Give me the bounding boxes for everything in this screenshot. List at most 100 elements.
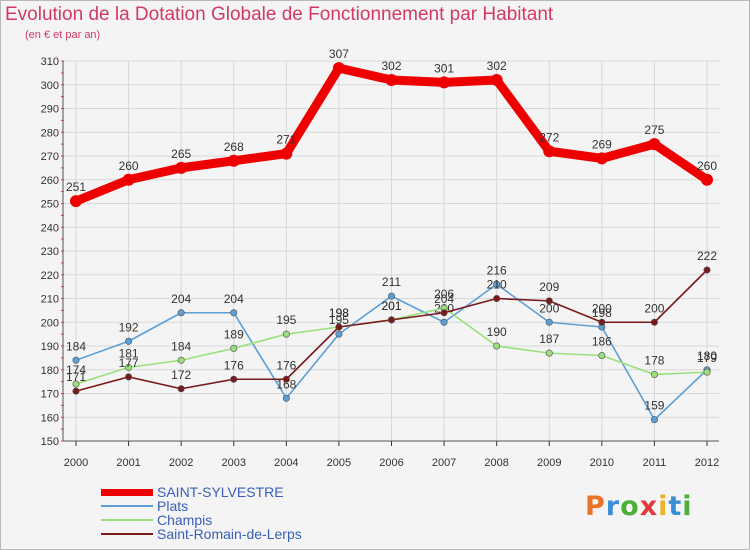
data-label-saint-romain-de-lerps: 176 bbox=[224, 358, 244, 372]
data-label-saint-romain-de-lerps: 201 bbox=[381, 299, 401, 313]
data-point-saint-sylvestre bbox=[490, 74, 503, 86]
data-label-champis: 206 bbox=[434, 287, 454, 301]
y-tick-label: 190 bbox=[41, 341, 59, 353]
y-tick-label: 250 bbox=[41, 199, 59, 211]
data-label-champis: 190 bbox=[487, 325, 507, 339]
data-label-saint-romain-de-lerps: 198 bbox=[329, 306, 349, 320]
data-point-saint-sylvestre bbox=[122, 173, 135, 186]
data-label-champis: 201 bbox=[381, 299, 401, 313]
legend-label-plats: Plats bbox=[157, 498, 189, 514]
legend-swatch-saint-sylvestre bbox=[101, 488, 153, 496]
data-label-saint-sylvestre: 265 bbox=[171, 147, 191, 161]
data-point-saint-romain-de-lerps bbox=[230, 375, 238, 383]
data-point-saint-sylvestre bbox=[648, 138, 661, 151]
y-tick-label: 300 bbox=[41, 80, 59, 92]
data-point-saint-romain-de-lerps bbox=[387, 316, 395, 324]
y-tick-label: 270 bbox=[41, 151, 59, 163]
data-point-plats bbox=[177, 309, 185, 317]
legend-item-saint-romain-de-lerps[interactable]: Saint-Romain-de-Lerps bbox=[101, 527, 302, 541]
data-label-saint-sylvestre: 302 bbox=[487, 59, 507, 73]
data-point-saint-sylvestre bbox=[175, 161, 188, 174]
y-tick-label: 280 bbox=[41, 127, 59, 139]
data-label-champis: 179 bbox=[697, 351, 717, 365]
logo-letter: P bbox=[585, 491, 606, 522]
data-point-saint-romain-de-lerps bbox=[177, 385, 185, 393]
data-label-plats: 195 bbox=[329, 313, 349, 327]
data-label-plats: 184 bbox=[66, 339, 86, 353]
data-point-saint-sylvestre bbox=[543, 145, 556, 158]
y-tick-label: 220 bbox=[41, 270, 59, 282]
data-point-saint-sylvestre bbox=[70, 195, 82, 208]
chart-title: Evolution de la Dotation Globale de Fonc… bbox=[5, 4, 554, 25]
y-tick-label: 260 bbox=[41, 175, 59, 187]
proxiti-logo: Proxiti bbox=[585, 491, 693, 522]
data-label-plats: 216 bbox=[487, 263, 507, 277]
data-point-champis bbox=[125, 363, 133, 371]
legend-swatch-saint-romain-de-lerps bbox=[101, 533, 153, 535]
x-tick-label: 2002 bbox=[169, 457, 193, 469]
data-point-saint-romain-de-lerps bbox=[493, 294, 501, 302]
data-label-plats: 192 bbox=[119, 320, 139, 334]
x-tick-label: 2010 bbox=[590, 457, 614, 469]
logo-letter: x bbox=[639, 491, 659, 522]
data-point-saint-romain-de-lerps bbox=[598, 318, 606, 326]
data-label-plats: 168 bbox=[276, 377, 296, 391]
data-label-saint-sylvestre: 275 bbox=[644, 123, 664, 137]
legend-label-saint-romain-de-lerps: Saint-Romain-de-Lerps bbox=[157, 526, 302, 542]
legend-item-plats[interactable]: Plats bbox=[101, 499, 302, 513]
data-label-saint-sylvestre: 272 bbox=[539, 130, 559, 144]
data-label-saint-romain-de-lerps: 210 bbox=[487, 278, 507, 292]
data-label-saint-romain-de-lerps: 204 bbox=[434, 292, 454, 306]
data-point-saint-romain-de-lerps bbox=[335, 323, 343, 331]
data-label-champis: 189 bbox=[224, 327, 244, 341]
data-point-plats bbox=[440, 318, 448, 326]
data-point-saint-sylvestre bbox=[701, 173, 713, 186]
data-point-champis bbox=[230, 344, 238, 352]
x-tick-label: 2003 bbox=[222, 457, 246, 469]
data-point-plats bbox=[493, 280, 501, 288]
logo-letter: i bbox=[682, 491, 693, 522]
data-point-plats bbox=[230, 309, 238, 317]
data-point-plats bbox=[282, 394, 290, 402]
data-label-saint-romain-de-lerps: 200 bbox=[592, 301, 612, 315]
data-point-plats bbox=[545, 318, 553, 326]
legend-swatch-plats bbox=[101, 505, 153, 507]
data-point-saint-sylvestre bbox=[280, 147, 293, 160]
data-label-champis: 187 bbox=[539, 332, 559, 346]
data-point-plats bbox=[125, 337, 133, 345]
data-point-champis bbox=[545, 349, 553, 357]
data-point-champis bbox=[598, 351, 606, 359]
legend-item-saint-sylvestre[interactable]: SAINT-SYLVESTRE bbox=[101, 485, 302, 499]
data-label-saint-sylvestre: 260 bbox=[119, 159, 139, 173]
chart-subtitle: (en € et par an) bbox=[25, 29, 101, 41]
data-label-saint-sylvestre: 251 bbox=[66, 180, 86, 194]
data-label-saint-romain-de-lerps: 171 bbox=[66, 370, 86, 384]
x-tick-label: 2012 bbox=[695, 457, 719, 469]
y-tick-label: 150 bbox=[41, 436, 59, 448]
y-tick-label: 210 bbox=[41, 294, 59, 306]
data-point-champis bbox=[177, 356, 185, 364]
data-point-saint-romain-de-lerps bbox=[650, 318, 658, 326]
x-tick-label: 2011 bbox=[643, 457, 667, 469]
legend: SAINT-SYLVESTRE Plats Champis Saint-Roma… bbox=[101, 485, 302, 541]
data-point-saint-romain-de-lerps bbox=[125, 373, 133, 381]
y-tick-label: 180 bbox=[41, 365, 59, 377]
data-point-plats bbox=[650, 416, 658, 424]
legend-item-champis[interactable]: Champis bbox=[101, 513, 302, 527]
data-label-saint-sylvestre: 269 bbox=[592, 137, 612, 151]
data-point-champis bbox=[703, 368, 711, 376]
y-tick-label: 290 bbox=[41, 104, 59, 116]
line-chart: 150 160 170 180 190 200 210 220 230 240 250 260 270 2… bbox=[41, 47, 720, 469]
data-point-saint-romain-de-lerps bbox=[545, 297, 553, 305]
data-label-champis: 181 bbox=[119, 346, 139, 360]
data-label-saint-romain-de-lerps: 172 bbox=[171, 368, 191, 382]
data-label-saint-sylvestre: 268 bbox=[224, 140, 244, 154]
legend-swatch-champis bbox=[101, 519, 153, 521]
data-label-saint-romain-de-lerps: 222 bbox=[697, 249, 717, 263]
data-label-saint-sylvestre: 307 bbox=[329, 47, 349, 61]
data-label-saint-romain-de-lerps: 177 bbox=[119, 356, 139, 370]
data-point-saint-romain-de-lerps bbox=[72, 387, 80, 395]
data-label-saint-sylvestre: 271 bbox=[276, 133, 296, 147]
data-label-champis: 178 bbox=[644, 354, 664, 368]
y-tick-label: 200 bbox=[41, 317, 59, 329]
